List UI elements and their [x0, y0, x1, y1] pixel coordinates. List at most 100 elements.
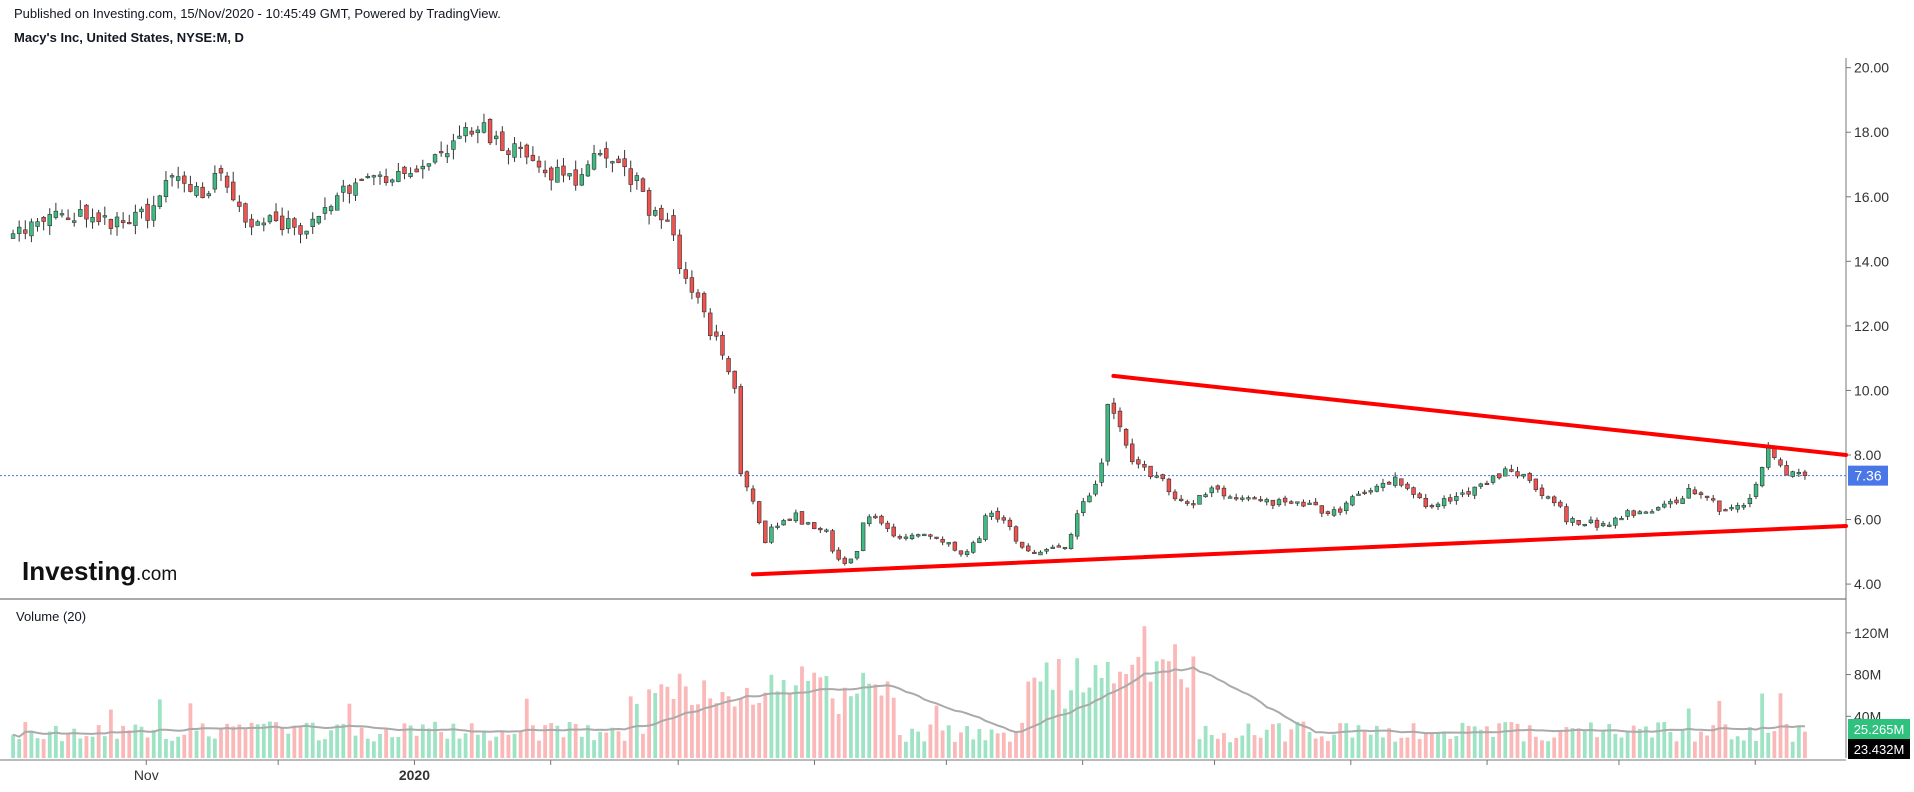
candle-up [597, 153, 603, 156]
candle-up [1050, 546, 1055, 549]
volume-bar [1185, 687, 1190, 758]
candle-down [573, 169, 578, 186]
candle-down [744, 471, 750, 488]
candle-down [1717, 500, 1722, 512]
volume-bar [1521, 741, 1526, 758]
volume-bar [182, 734, 187, 758]
candle-up [1607, 524, 1612, 527]
candle-down [885, 522, 890, 529]
candle-down [1778, 459, 1783, 466]
candle-up [59, 213, 65, 216]
volume-bar [1240, 735, 1245, 758]
volume-bar [622, 740, 627, 758]
volume-bar [573, 723, 578, 758]
candle-up [1545, 496, 1551, 499]
candle-down [1032, 551, 1037, 555]
candle-down [616, 158, 621, 163]
candle-down [1539, 487, 1545, 496]
candle-up [475, 129, 481, 134]
volume-bar [1699, 731, 1703, 758]
volume-bar [133, 724, 138, 758]
volume-bar [1503, 722, 1508, 758]
volume-bar [665, 686, 670, 758]
volume-bar [439, 731, 444, 758]
volume-bar [469, 723, 474, 758]
volume-bar [1790, 741, 1795, 758]
volume-bar [341, 723, 346, 758]
volume-bar [1277, 723, 1281, 758]
candle-down [1784, 465, 1789, 476]
trendlines[interactable] [750, 373, 1848, 577]
candle-up [1441, 498, 1447, 507]
volume-bar [371, 741, 376, 758]
candle-down [1233, 497, 1239, 500]
candle-down [640, 178, 646, 192]
candle-down [1533, 478, 1539, 490]
volume-bar [861, 672, 866, 758]
volume-bar [506, 734, 511, 758]
time-tick-label: 2020 [399, 767, 430, 783]
volume-bar [647, 689, 651, 758]
symbol-title: Macy's Inc, United States, NYSE:M, D [14, 30, 244, 45]
candle-down [714, 331, 719, 337]
volume-bar [1387, 728, 1391, 758]
volume-bar [1099, 677, 1104, 758]
volume-bar [494, 736, 499, 758]
logo-brand: Investing [22, 556, 136, 586]
volume-bar [1399, 737, 1404, 758]
candle-down [879, 515, 884, 524]
candle-down [518, 146, 523, 149]
volume-bar [212, 738, 217, 758]
volume-bar [500, 731, 505, 758]
candle-down [830, 530, 835, 552]
candle-down [622, 158, 627, 168]
volume-bar [1454, 736, 1459, 758]
candle-up [983, 515, 988, 540]
volume-bar [274, 722, 278, 758]
volume-bar [530, 725, 535, 758]
candle-up [854, 551, 860, 559]
volume-bar [127, 730, 132, 758]
volume-bar [1203, 725, 1208, 758]
volume-bar [879, 695, 884, 758]
volume-bar [836, 713, 841, 758]
volume-bar [751, 704, 755, 758]
candle-down [1319, 505, 1325, 514]
volume-bar [537, 740, 541, 758]
candle-up [867, 516, 872, 525]
candle-up [29, 221, 34, 237]
candle-up [175, 176, 181, 181]
volume-bar [292, 725, 297, 758]
candle-up [824, 529, 829, 532]
volume-bar [971, 739, 976, 758]
volume-bar [1118, 671, 1122, 758]
volume-bar [1546, 741, 1550, 758]
candle-down [897, 536, 903, 539]
candle-down [65, 217, 71, 221]
candle-up [567, 173, 572, 177]
candle-up [206, 193, 211, 197]
candle-up [805, 522, 811, 525]
volume-bar [1130, 664, 1135, 758]
volume-bar [683, 686, 688, 758]
volume-bar [983, 740, 988, 758]
volume-bar [696, 704, 700, 758]
volume-bar [1381, 737, 1385, 758]
volume-bar [641, 733, 645, 758]
volume-bar [1050, 689, 1055, 758]
candle-down [1136, 459, 1141, 465]
candle-up [1668, 500, 1673, 505]
candle-up [310, 218, 315, 227]
volume-bar [885, 681, 890, 758]
candle-down [1698, 492, 1704, 496]
volume-bar [775, 691, 780, 758]
candle-up [1368, 490, 1373, 493]
candle-down [231, 181, 236, 201]
volume-bar [1038, 681, 1043, 758]
volume-bar [1460, 722, 1465, 758]
volume-bar [1766, 732, 1771, 758]
volume-bar [1105, 661, 1110, 758]
volume-bar [482, 730, 486, 758]
volume-bar [1026, 681, 1031, 758]
